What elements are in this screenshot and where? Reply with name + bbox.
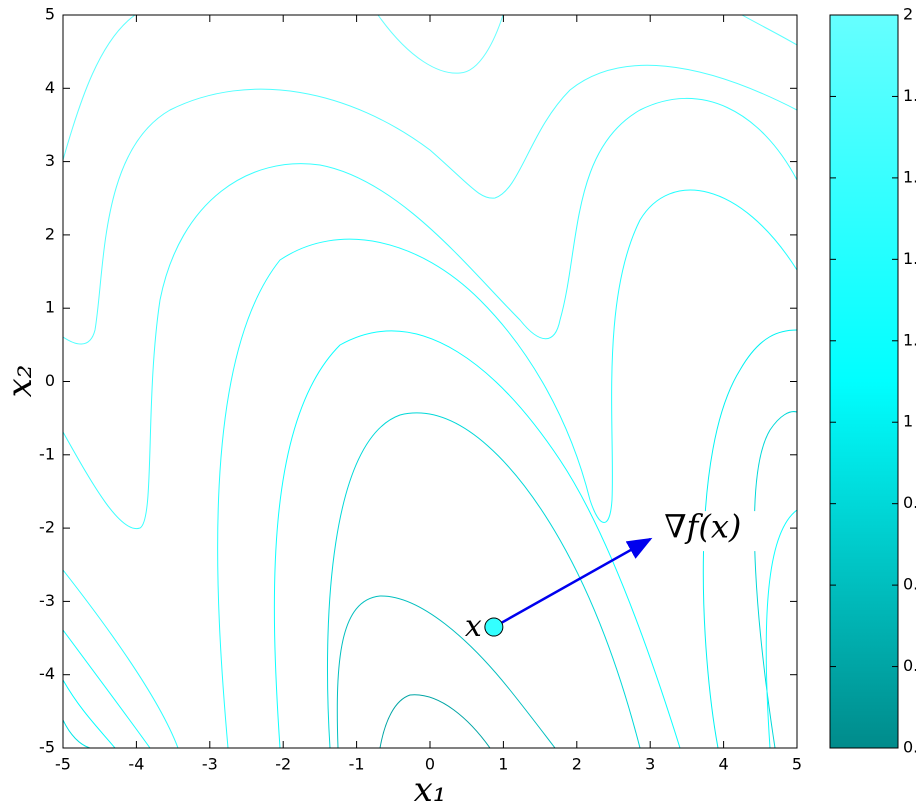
x-tick-label: 3 [645, 755, 655, 774]
plot-area [63, 15, 797, 748]
gradient-arrow [493, 537, 653, 629]
contour-line [63, 64, 797, 345]
x-tick-label: 4 [719, 755, 729, 774]
colorbar [829, 14, 899, 749]
x-axis-label: x₁ [414, 770, 447, 810]
contour-layer [63, 15, 797, 748]
y-tick-label: -4 [39, 664, 55, 683]
contour-line [63, 719, 91, 748]
colorbar-tick-label: 1.6 [903, 167, 916, 186]
x-tick-label: 0 [425, 755, 435, 774]
colorbar-tick-label: 1.8 [903, 86, 916, 105]
arrow-label: ∇f(x) [664, 508, 741, 546]
contour-line [741, 15, 797, 46]
colorbar-tick-label: 1.2 [903, 330, 916, 349]
x-tick-label: -2 [275, 755, 291, 774]
contour-line [63, 569, 179, 748]
x-tick-label: 5 [792, 755, 802, 774]
contour-line [702, 329, 797, 748]
y-tick-label: 5 [45, 5, 55, 24]
colorbar-tick-label: 0.4 [903, 656, 916, 675]
colorbar-tick-label: 1.4 [903, 249, 916, 268]
contour-line [326, 412, 641, 748]
overlay: x ∇f(x) [465, 508, 771, 644]
colorbar-tick-label: 1 [903, 412, 913, 431]
y-tick-label: 0 [45, 371, 55, 390]
arrow-label-bg [658, 511, 771, 552]
contour-line [63, 629, 151, 748]
x-tick-label: 1 [498, 755, 508, 774]
colorbar-tick-label: 0.2 [903, 738, 916, 757]
y-tick-label: 3 [45, 151, 55, 170]
contour-line [273, 330, 681, 748]
y-tick-label: 2 [45, 224, 55, 243]
y-tick-label: -1 [39, 444, 55, 463]
x-tick-label: -3 [202, 755, 218, 774]
colorbar-tick-label: 2 [903, 5, 913, 24]
contour-line [379, 694, 491, 748]
contour-line [63, 97, 797, 529]
point [484, 617, 504, 637]
contour-line [336, 595, 556, 748]
point-label: x [465, 609, 482, 644]
colorbar-tick-label: 0.8 [903, 493, 916, 512]
y-tick-label: 1 [45, 298, 55, 317]
x-tick-label: -1 [349, 755, 365, 774]
x-tick-label: 2 [572, 755, 582, 774]
contour-line [63, 15, 136, 161]
y-tick-label: 4 [45, 78, 55, 97]
colorbar-tick-label: 0.6 [903, 575, 916, 594]
contour-line [217, 189, 797, 748]
contour-line [63, 679, 116, 748]
y-tick-label: -3 [39, 591, 55, 610]
y-tick-label: -2 [39, 518, 55, 537]
x-tick-label: -5 [55, 755, 71, 774]
contour-line [753, 411, 797, 748]
y-axis-label: x₂ [0, 365, 40, 398]
x-tick-label: -4 [128, 755, 144, 774]
contour-line [377, 15, 504, 74]
contour-line [765, 509, 797, 748]
y-tick-label: -5 [39, 738, 55, 757]
